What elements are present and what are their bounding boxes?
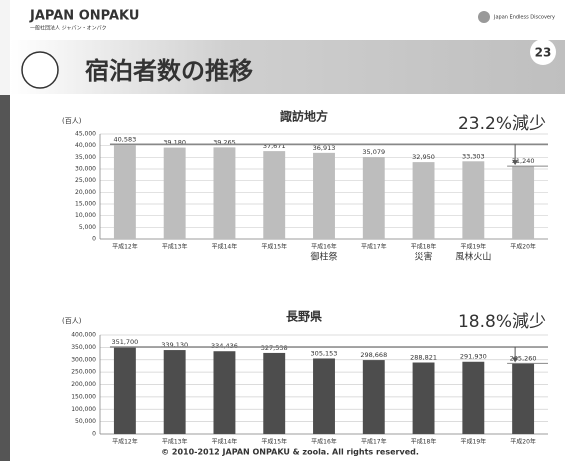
y-tick-label: 5,000 — [79, 224, 96, 231]
bar — [512, 363, 534, 434]
x-tick-label: 平成17年 — [361, 438, 387, 446]
x-tick-label: 平成18年 — [411, 243, 437, 251]
annotation: 18.8%減少 — [458, 312, 546, 332]
y-tick-label: 40,000 — [75, 142, 96, 149]
value-label: 288,821 — [410, 354, 437, 362]
bar — [213, 351, 235, 434]
slide-title: 宿泊者数の推移 — [85, 57, 253, 85]
x-tick-label: 平成15年 — [261, 438, 287, 446]
x-tick-label: 平成19年 — [461, 438, 487, 446]
value-label: 35,079 — [362, 148, 385, 156]
y-axis-label: (百人) — [62, 117, 82, 125]
x-tick-label: 平成13年 — [162, 438, 188, 446]
bar — [413, 162, 435, 239]
value-label: 33,303 — [462, 152, 485, 160]
category-note: 御柱祭 — [310, 251, 337, 263]
y-tick-label: 250,000 — [71, 369, 96, 376]
bar — [263, 353, 285, 434]
bar — [263, 151, 285, 239]
x-tick-label: 平成20年 — [510, 243, 536, 251]
bar — [413, 363, 435, 434]
mascot — [22, 52, 58, 88]
category-note: 風林火山 — [455, 251, 491, 263]
bar — [114, 347, 136, 434]
brand: Japan Endless Discovery — [493, 15, 555, 21]
bar — [462, 161, 484, 239]
value-label: 40,583 — [114, 135, 137, 143]
brand-icon — [478, 11, 490, 23]
y-tick-label: 0 — [92, 431, 96, 438]
y-tick-label: 50,000 — [75, 418, 96, 425]
value-label: 36,913 — [313, 144, 336, 152]
value-label: 339,130 — [161, 341, 188, 349]
y-tick-label: 150,000 — [71, 393, 96, 400]
y-tick-label: 350,000 — [71, 344, 96, 351]
y-tick-label: 300,000 — [71, 356, 96, 363]
footer: © 2010-2012 JAPAN ONPAKU & zoola. All ri… — [161, 448, 419, 457]
x-tick-label: 平成19年 — [461, 243, 487, 251]
y-tick-label: 100,000 — [71, 406, 96, 413]
slide: JAPAN ONPAKU 一般社団法人 ジャパン・オンパク Japan Endl… — [0, 0, 573, 461]
value-label: 37,671 — [263, 142, 286, 150]
value-label: 32,950 — [412, 153, 435, 161]
x-tick-label: 平成12年 — [112, 438, 138, 446]
value-label: 39,180 — [163, 139, 186, 147]
y-tick-label: 25,000 — [75, 177, 96, 184]
x-tick-label: 平成13年 — [162, 243, 188, 251]
x-tick-label: 平成20年 — [510, 438, 536, 446]
chart-title: 諏訪地方 — [280, 109, 328, 124]
y-tick-label: 35,000 — [75, 154, 96, 161]
bar — [114, 144, 136, 239]
bar — [313, 153, 335, 239]
edge-strip — [0, 95, 10, 461]
value-label: 39,265 — [213, 138, 236, 146]
bar — [363, 360, 385, 434]
value-label: 351,700 — [111, 338, 138, 346]
y-tick-label: 0 — [92, 236, 96, 243]
x-tick-label: 平成14年 — [212, 243, 238, 251]
x-tick-label: 平成17年 — [361, 243, 387, 251]
y-tick-label: 45,000 — [75, 131, 96, 138]
value-label: 291,930 — [460, 353, 487, 361]
x-tick-label: 平成14年 — [212, 438, 238, 446]
y-tick-label: 15,000 — [75, 201, 96, 208]
y-axis-label: (百人) — [62, 317, 82, 325]
bar — [512, 166, 534, 239]
x-tick-label: 平成12年 — [112, 243, 138, 251]
y-tick-label: 20,000 — [75, 189, 96, 196]
category-note: 災害 — [415, 251, 433, 263]
bar — [462, 362, 484, 434]
bar — [213, 147, 235, 239]
x-tick-label: 平成18年 — [411, 438, 437, 446]
bar — [164, 350, 186, 434]
page-number: 23 — [535, 46, 552, 60]
bar — [164, 148, 186, 239]
logo-subtitle: 一般社団法人 ジャパン・オンパク — [30, 25, 107, 32]
value-label: 298,668 — [360, 351, 387, 359]
x-tick-label: 平成16年 — [311, 438, 337, 446]
value-label: 305,153 — [311, 349, 338, 357]
x-tick-label: 平成15年 — [261, 243, 287, 251]
y-tick-label: 200,000 — [71, 381, 96, 388]
value-label: 327,538 — [261, 344, 288, 352]
annotation: 23.2%減少 — [458, 114, 546, 134]
bar — [363, 157, 385, 239]
y-tick-label: 400,000 — [71, 332, 96, 339]
chart-title: 長野県 — [286, 309, 322, 324]
bar — [313, 358, 335, 434]
x-tick-label: 平成16年 — [311, 243, 337, 251]
logo: JAPAN ONPAKU — [29, 9, 139, 24]
y-tick-label: 30,000 — [75, 166, 96, 173]
y-tick-label: 10,000 — [75, 212, 96, 219]
